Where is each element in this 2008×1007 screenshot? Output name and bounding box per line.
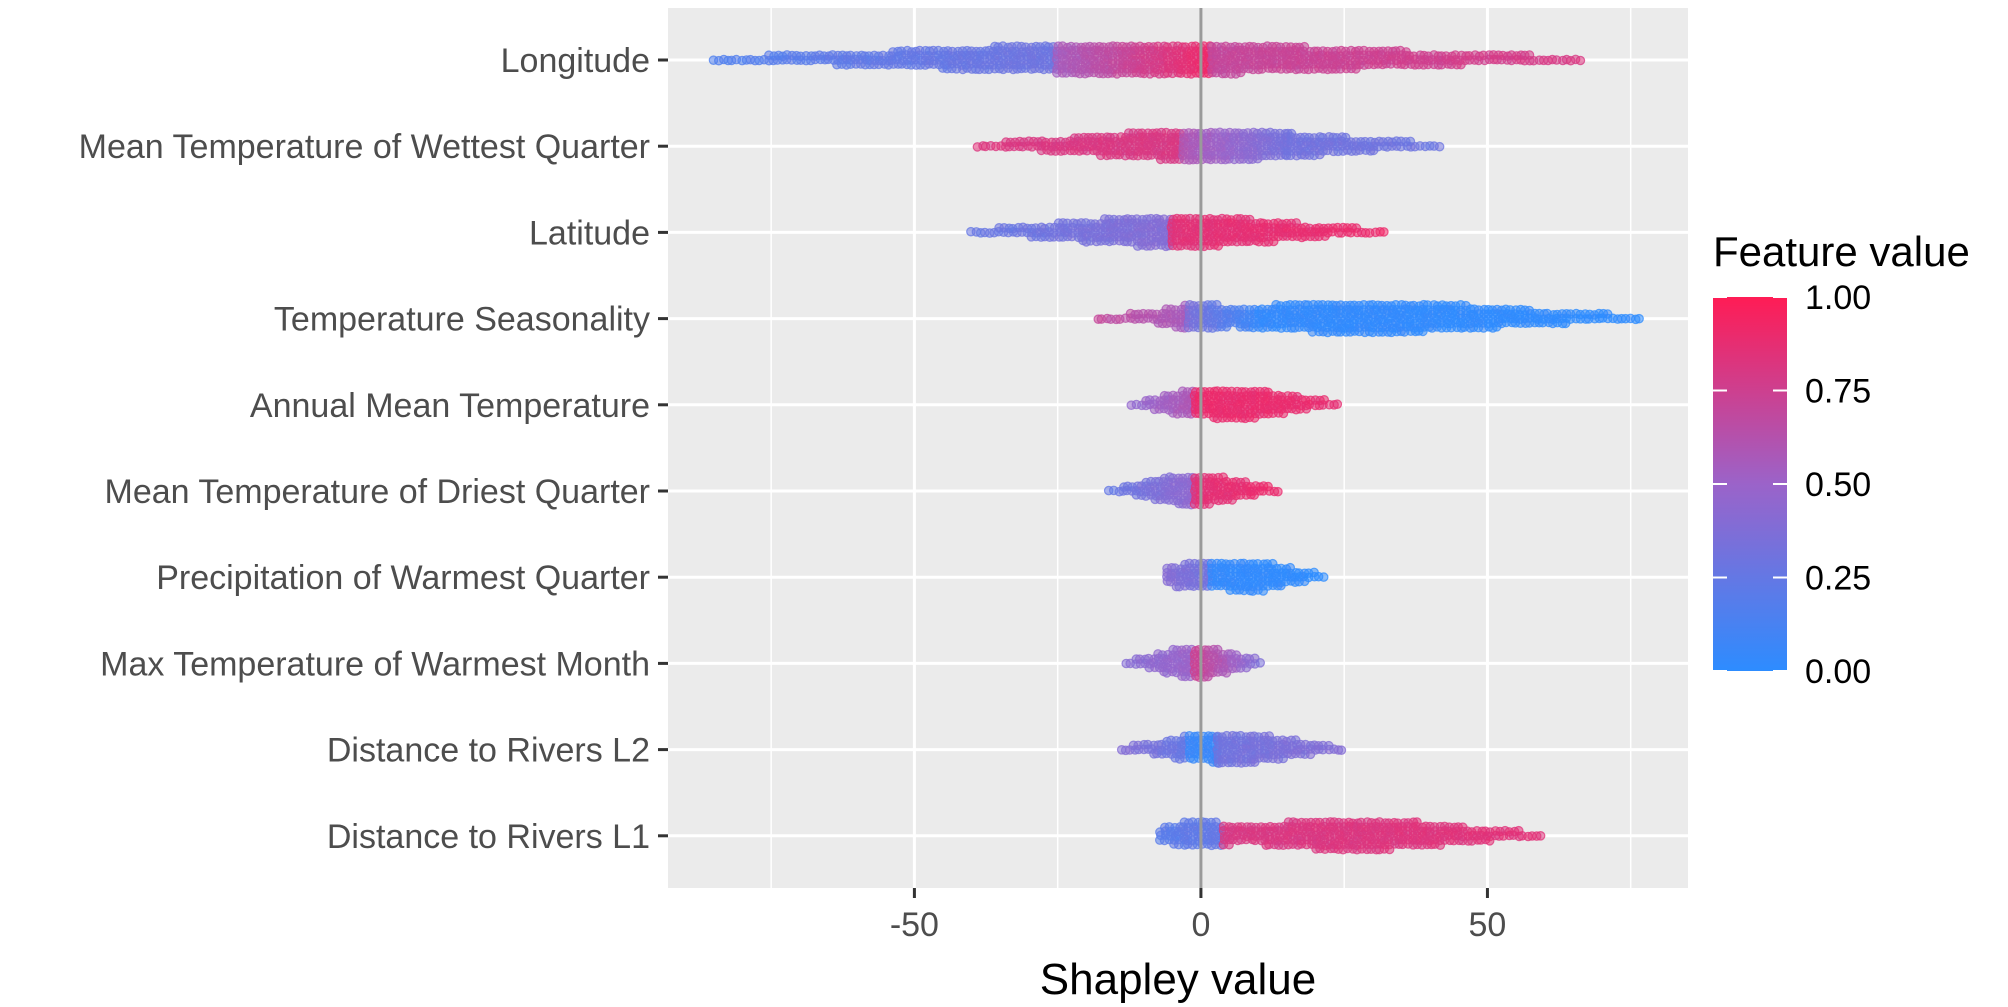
data-point bbox=[1318, 572, 1329, 582]
data-point bbox=[1575, 55, 1586, 66]
feature-label: Latitude bbox=[529, 214, 650, 252]
legend-tick-label: 0.25 bbox=[1805, 560, 1871, 598]
feature-label: Longitude bbox=[501, 42, 650, 80]
data-point bbox=[1273, 486, 1283, 497]
data-point bbox=[1434, 141, 1445, 152]
feature-label: Distance to Rivers L1 bbox=[327, 818, 650, 856]
feature-label: Distance to Rivers L2 bbox=[327, 732, 650, 770]
feature-label: Mean Temperature of Driest Quarter bbox=[105, 473, 651, 511]
y-axis: Longitude Mean Temperature of Wettest Qua… bbox=[79, 42, 668, 856]
x-tick-label: -50 bbox=[890, 906, 939, 944]
feature-label: Mean Temperature of Wettest Quarter bbox=[79, 128, 650, 166]
feature-label: Annual Mean Temperature bbox=[250, 387, 650, 425]
feature-label: Precipitation of Warmest Quarter bbox=[156, 559, 650, 597]
legend-tick-label: 1.00 bbox=[1805, 279, 1871, 317]
x-tick-label: 0 bbox=[1191, 906, 1210, 944]
legend-tick-label: 0.50 bbox=[1805, 466, 1871, 504]
data-point bbox=[1379, 227, 1389, 237]
data-point bbox=[1255, 657, 1265, 668]
feature-swarm bbox=[708, 41, 1586, 79]
feature-label: Max Temperature of Warmest Month bbox=[100, 645, 650, 683]
data-points bbox=[708, 41, 1644, 855]
x-axis: -50 0 50 bbox=[890, 888, 1507, 944]
legend-tick-label: 0.75 bbox=[1805, 373, 1871, 411]
legend-tick-label: 0.00 bbox=[1805, 653, 1871, 691]
x-tick-label: 50 bbox=[1469, 906, 1507, 944]
data-point bbox=[1332, 399, 1343, 409]
feature-label: Temperature Seasonality bbox=[274, 301, 650, 339]
color-legend: Feature value 0.00 0.25 0.50 0.75 1.00 bbox=[1713, 228, 1970, 691]
data-point bbox=[1535, 830, 1546, 841]
data-point bbox=[1336, 745, 1347, 755]
data-point bbox=[1634, 313, 1644, 324]
legend-title: Feature value bbox=[1713, 228, 1970, 275]
x-axis-title: Shapley value bbox=[1040, 955, 1316, 1004]
